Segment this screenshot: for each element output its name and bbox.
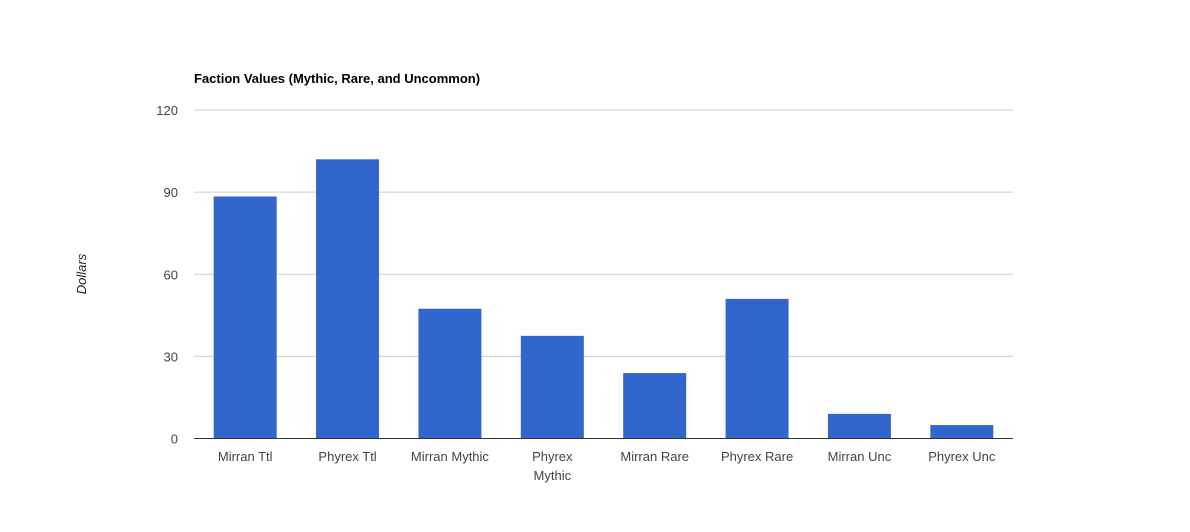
- bar: [213, 196, 277, 439]
- y-axis-label: Dollars: [74, 253, 89, 294]
- bar: [827, 413, 891, 439]
- x-tick-label: Mirran Ttl: [218, 449, 273, 464]
- chart-title: Faction Values (Mythic, Rare, and Uncomm…: [194, 71, 480, 86]
- x-tick-label: Mirran Mythic: [411, 449, 490, 464]
- x-tick-label: Mirran Rare: [620, 449, 689, 464]
- y-tick-label: 0: [171, 432, 178, 447]
- y-tick-label: 120: [156, 103, 178, 118]
- bar: [418, 308, 482, 439]
- x-tick-label: Phyrex Rare: [721, 449, 793, 464]
- y-tick-label: 90: [164, 185, 178, 200]
- x-tick-label: Phyrex Unc: [928, 449, 996, 464]
- x-tick-label: Phyrex Ttl: [318, 449, 376, 464]
- bar: [725, 298, 789, 439]
- bar: [316, 159, 380, 439]
- y-tick-label: 60: [164, 267, 178, 282]
- bar: [930, 425, 994, 439]
- bar: [623, 373, 687, 439]
- x-tick-label: Mirran Unc: [828, 449, 892, 464]
- x-tick-label: Phyrex Mythic: [532, 449, 573, 483]
- y-tick-label: 30: [164, 349, 178, 364]
- bar: [520, 335, 584, 439]
